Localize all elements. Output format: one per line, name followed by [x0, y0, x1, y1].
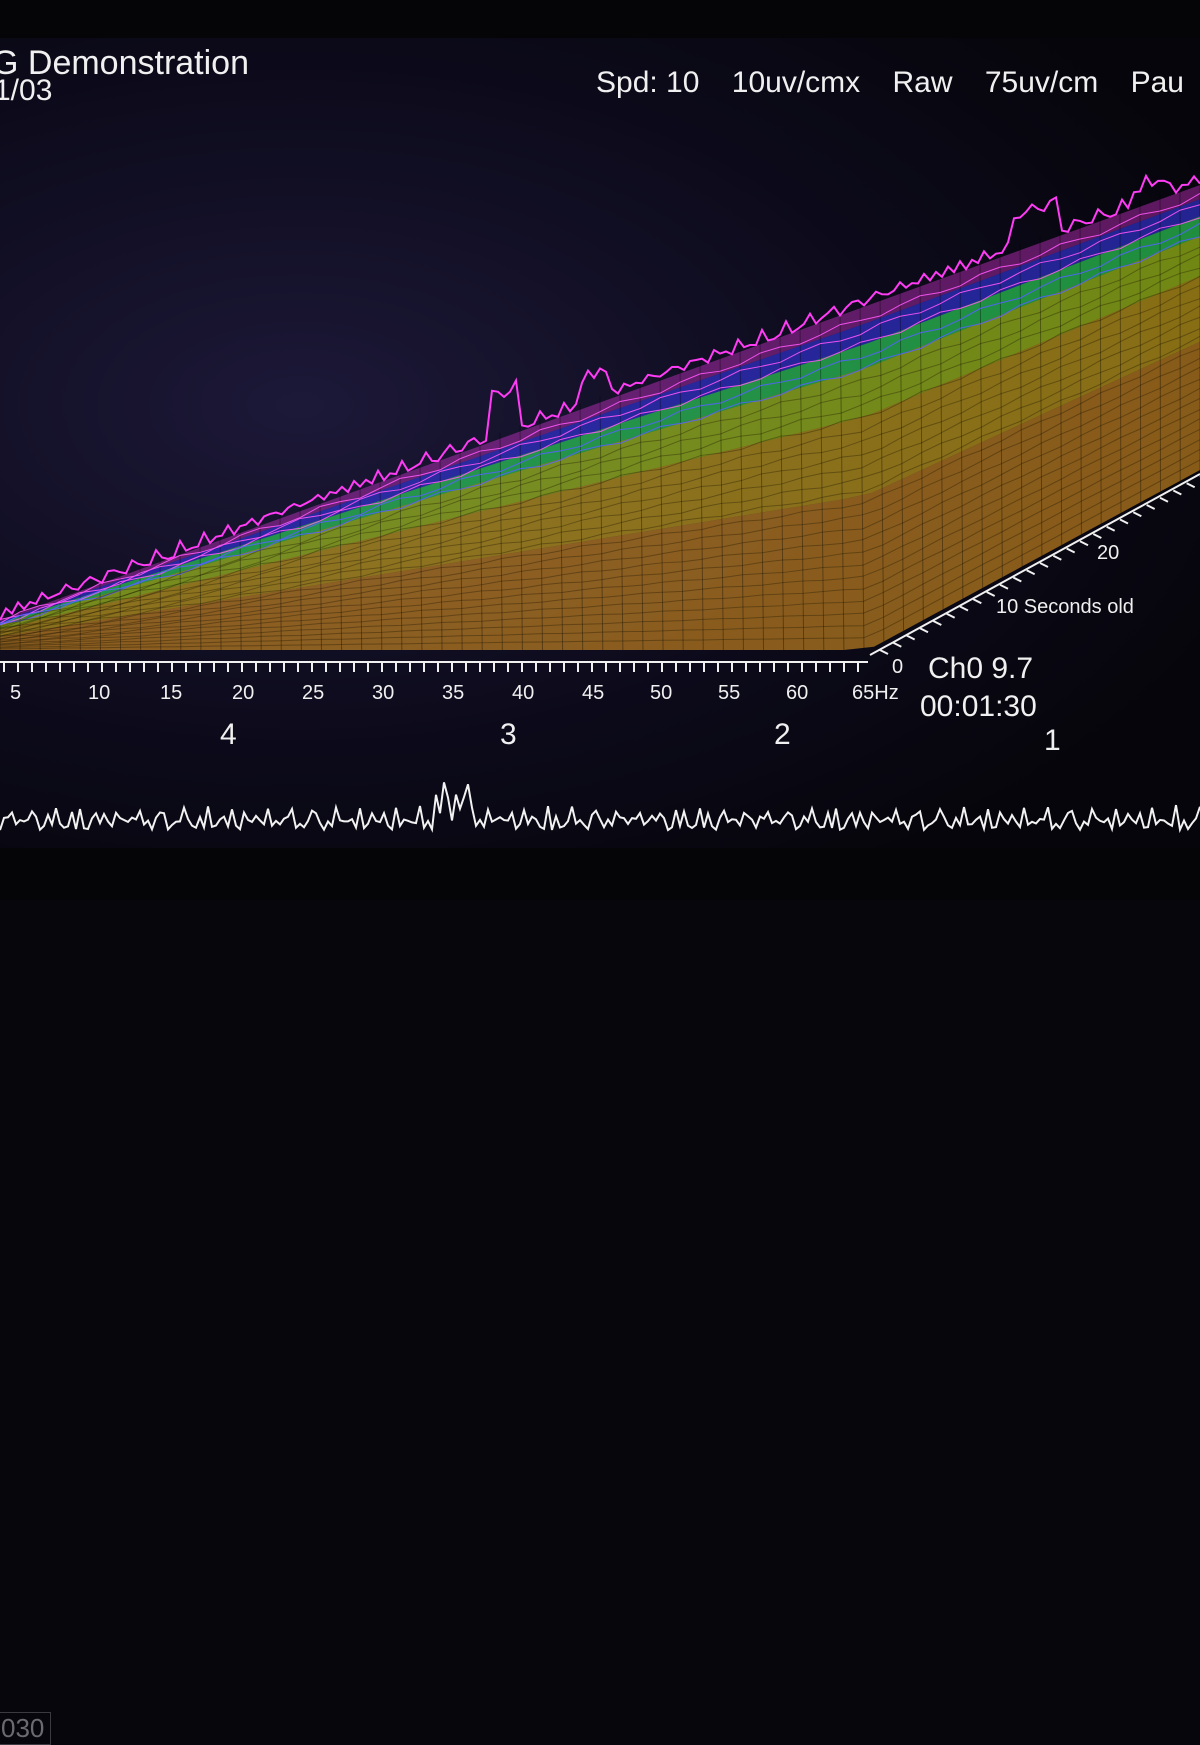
freq-tick-label: 50 — [650, 682, 672, 705]
depth-tick — [1027, 570, 1035, 574]
depth-tick — [1053, 556, 1061, 560]
depth-tick — [1133, 512, 1141, 516]
depth-label-0: 0 — [892, 656, 903, 679]
raw-eeg-trace — [0, 782, 1200, 830]
depth-label-10: 10 Seconds old — [996, 596, 1134, 619]
depth-tick — [973, 599, 981, 603]
freq-tick-label: 55 — [718, 682, 740, 705]
depth-tick — [1013, 578, 1021, 582]
freq-tick-label: 45 — [582, 682, 604, 705]
mesh-line — [140, 563, 141, 650]
depth-label-20: 20 — [1097, 542, 1119, 565]
depth-tick — [920, 628, 928, 632]
freq-tick-label: 20 — [232, 682, 254, 705]
freq-tick-label: 40 — [512, 682, 534, 705]
depth-tick — [1187, 483, 1195, 487]
elapsed-time: 00:01:30 — [920, 690, 1037, 724]
marker-2: 2 — [774, 718, 791, 752]
freq-tick-label: 65Hz — [852, 682, 899, 705]
depth-tick — [1067, 549, 1075, 553]
frequency-axis — [0, 662, 868, 672]
depth-tick — [1000, 585, 1008, 589]
depth-tick — [1040, 563, 1048, 567]
depth-tick — [907, 636, 915, 640]
freq-tick-label: 25 — [302, 682, 324, 705]
view-label: 030 — [0, 1712, 51, 1745]
freq-tick-label: 15 — [160, 682, 182, 705]
freq-tick-label: 5 — [10, 682, 21, 705]
depth-tick — [880, 650, 888, 654]
depth-tick — [1107, 527, 1115, 531]
waterfall-mesh — [0, 179, 1200, 650]
depth-tick — [893, 643, 901, 647]
mesh-line — [1140, 201, 1141, 502]
freq-tick-label: 30 — [372, 682, 394, 705]
mesh-line — [120, 571, 121, 651]
marker-3: 3 — [500, 718, 517, 752]
depth-tick — [1147, 505, 1155, 509]
channel-readout: Ch0 9.7 — [928, 652, 1033, 686]
depth-tick — [987, 592, 995, 596]
marker-1: 1 — [1044, 724, 1061, 758]
depth-tick — [1173, 491, 1181, 495]
spectral-waterfall-plot — [0, 0, 1200, 900]
freq-tick-label: 10 — [88, 682, 110, 705]
monitor-screen: G Demonstration 1/03 Spd: 10 10uv/cmx Ra… — [0, 0, 1200, 900]
depth-tick — [1160, 498, 1168, 502]
depth-tick — [933, 621, 941, 625]
depth-tick — [947, 614, 955, 618]
depth-tick — [1120, 520, 1128, 524]
depth-tick — [1093, 534, 1101, 538]
marker-4: 4 — [220, 718, 237, 752]
freq-tick-label: 60 — [786, 682, 808, 705]
freq-tick-label: 35 — [442, 682, 464, 705]
depth-tick — [960, 607, 968, 611]
bottom-bezel: 030 — [0, 848, 1200, 900]
depth-tick — [1080, 541, 1088, 545]
